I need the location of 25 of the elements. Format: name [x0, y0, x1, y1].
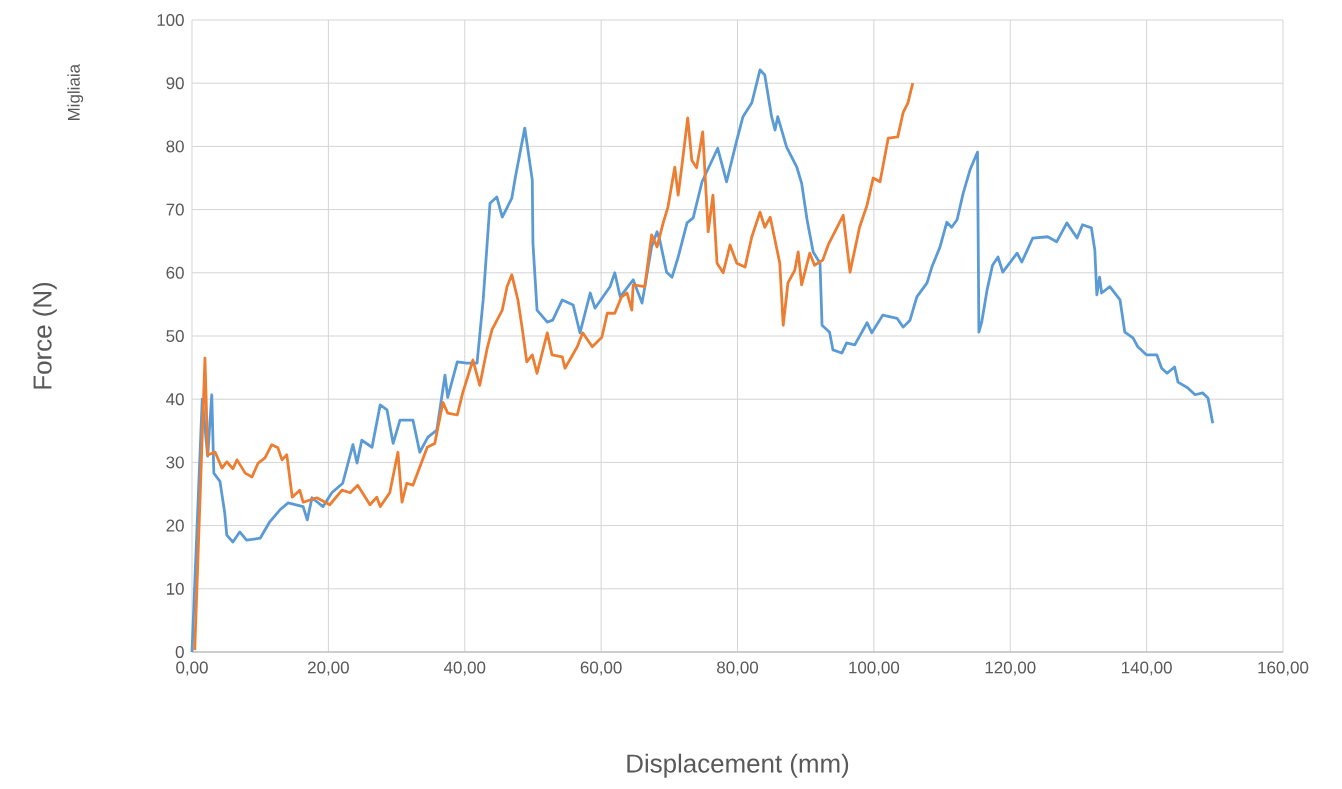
x-tick-label: 120,00: [985, 661, 1036, 676]
line-series: [190, 68, 1215, 654]
y-tick-label: 90: [166, 77, 184, 90]
y-tick-label: 30: [166, 456, 184, 469]
y-tick-label: 0: [175, 646, 184, 658]
x-tick-label: 20,00: [308, 661, 349, 676]
y-tick-label: 60: [166, 266, 184, 279]
y-tick-label: 50: [166, 329, 184, 342]
y-tick-label: 100: [157, 13, 184, 26]
y-tick-label: 20: [166, 519, 184, 532]
line-series: [193, 81, 915, 652]
x-tick-label: 40,00: [443, 661, 486, 676]
x-tick-label: 80,00: [717, 661, 759, 676]
x-tick-label: 60,00: [580, 661, 622, 676]
x-tick-label: 140,00: [1122, 661, 1172, 676]
y-tick-label: 70: [166, 203, 184, 216]
x-axis-title: Displacement (mm): [627, 753, 849, 778]
y-tick-label: 80: [166, 140, 184, 153]
y-tick-label: 40: [166, 393, 184, 406]
x-tick-label: 160,00: [1258, 661, 1309, 676]
y-axis-title: Force (N): [32, 282, 57, 389]
y-tick-label: 10: [166, 582, 184, 595]
text: Migliaia: [67, 63, 84, 120]
x-tick-label: 0,00: [176, 661, 208, 676]
x-tick-label: 100,00: [849, 661, 900, 676]
